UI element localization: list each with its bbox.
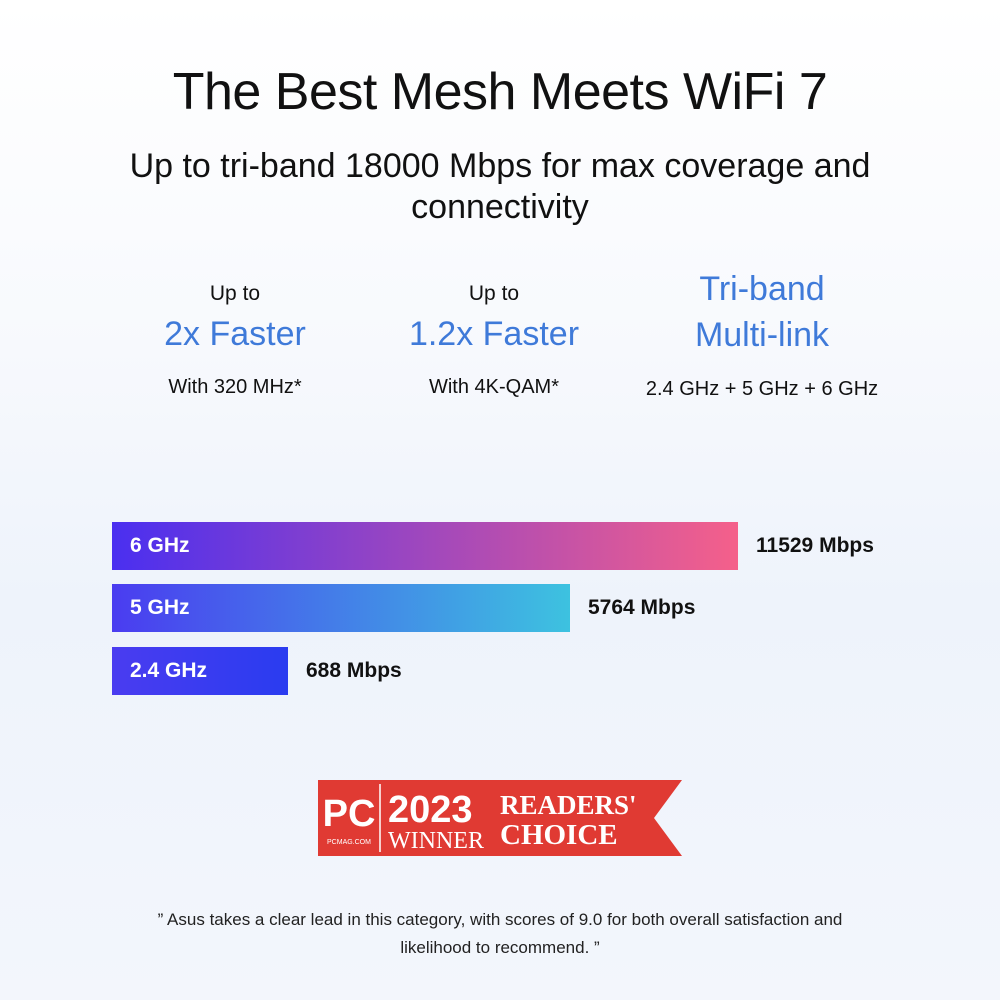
value-label-2-4ghz: 688 Mbps	[306, 659, 402, 682]
feature-tri-band: Tri-band Multi-link 2.4 GHz + 5 GHz + 6 …	[612, 266, 912, 401]
value-label-5ghz: 5764 Mbps	[588, 596, 696, 619]
feature-highlight: 1.2x Faster	[408, 315, 580, 353]
bar-label: 2.4 GHz	[130, 659, 208, 682]
bar-2-4ghz: 2.4 GHz	[112, 647, 288, 695]
feature-pre: Up to	[468, 282, 520, 305]
feature-speed-4kqam: Up to 1.2x Faster With 4K-QAM*	[344, 282, 644, 399]
svg-text:2023: 2023	[388, 789, 473, 831]
feature-pre: Up to	[209, 282, 261, 305]
bar-label: 6 GHz	[130, 534, 190, 557]
svg-text:READERS': READERS'	[500, 790, 637, 820]
pcmag-readers-choice-badge: PC PCMAG.COM 2023 WINNER READERS' CHOICE	[318, 780, 682, 856]
svg-text:PCMAG.COM: PCMAG.COM	[327, 839, 371, 846]
feature-speed-320mhz: Up to 2x Faster With 320 MHz*	[85, 282, 385, 399]
page-title: The Best Mesh Meets WiFi 7	[172, 63, 828, 121]
feature-highlight: 2x Faster	[164, 315, 306, 353]
page-subtitle: Up to tri-band 18000 Mbps for max covera…	[129, 147, 871, 226]
bar-6ghz: 6 GHz	[112, 522, 738, 570]
feature-post: With 320 MHz*	[168, 376, 302, 398]
feature-highlight: Tri-band Multi-link	[694, 270, 830, 354]
svg-text:CHOICE: CHOICE	[500, 819, 618, 851]
bar-5ghz: 5 GHz	[112, 584, 570, 632]
review-quote: ” Asus takes a clear lead in this catego…	[157, 910, 843, 957]
feature-post: With 4K-QAM*	[428, 376, 560, 398]
value-label-6ghz: 11529 Mbps	[756, 534, 874, 557]
bar-label: 5 GHz	[130, 596, 190, 619]
pc-logo: PC	[323, 793, 376, 835]
feature-post: 2.4 GHz + 5 GHz + 6 GHz	[645, 378, 879, 400]
svg-text:WINNER: WINNER	[388, 828, 484, 854]
